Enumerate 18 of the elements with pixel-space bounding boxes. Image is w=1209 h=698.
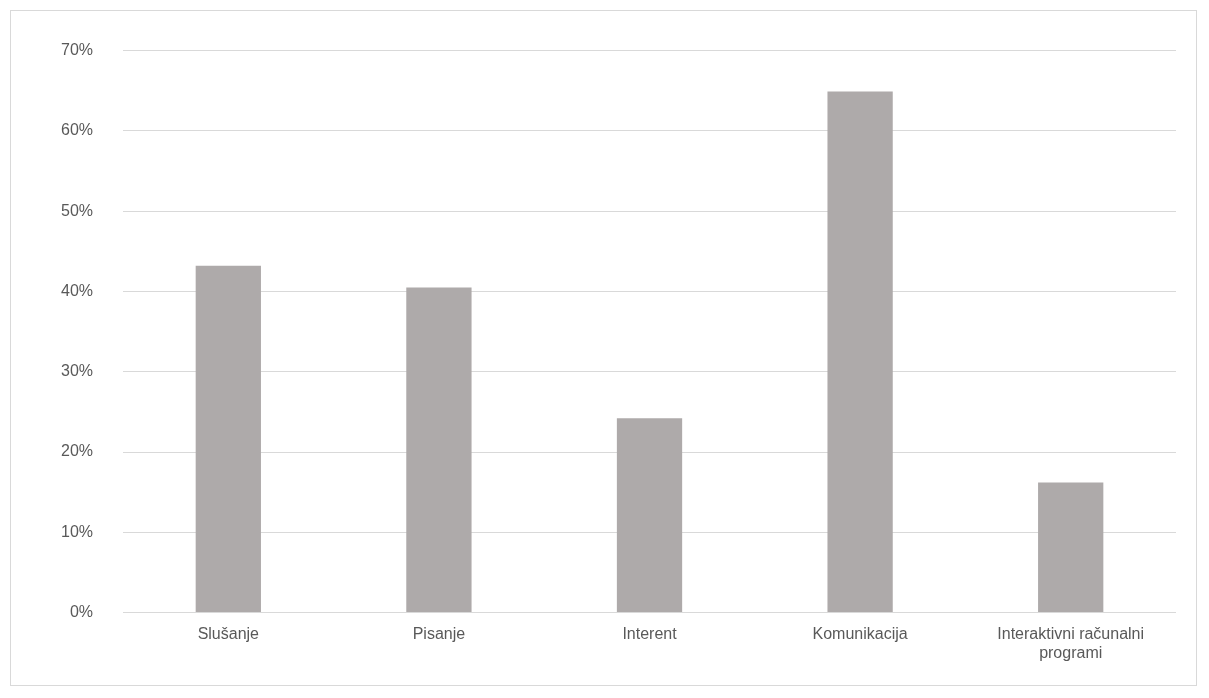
bar <box>1038 482 1104 613</box>
x-tick-label: Interaktivni računalni programi <box>997 624 1145 661</box>
bar <box>195 265 261 613</box>
y-tick-label: 20% <box>60 442 94 460</box>
x-tick-label: Komunikacija <box>812 624 908 642</box>
y-tick-label: 50% <box>60 201 94 219</box>
bar <box>616 418 683 613</box>
x-tick-label: Pisanje <box>412 624 466 642</box>
bar <box>406 287 472 613</box>
y-tick-label: 10% <box>60 522 94 540</box>
bar <box>827 91 893 613</box>
x-tick-label: Slušanje <box>197 624 260 642</box>
y-tick-label: 0% <box>69 603 94 621</box>
y-tick-label: 30% <box>60 362 94 380</box>
x-tick-label: Interent <box>622 624 678 642</box>
y-tick-label: 40% <box>60 281 94 299</box>
y-tick-label: 70% <box>60 41 94 59</box>
y-tick-label: 60% <box>60 121 94 139</box>
